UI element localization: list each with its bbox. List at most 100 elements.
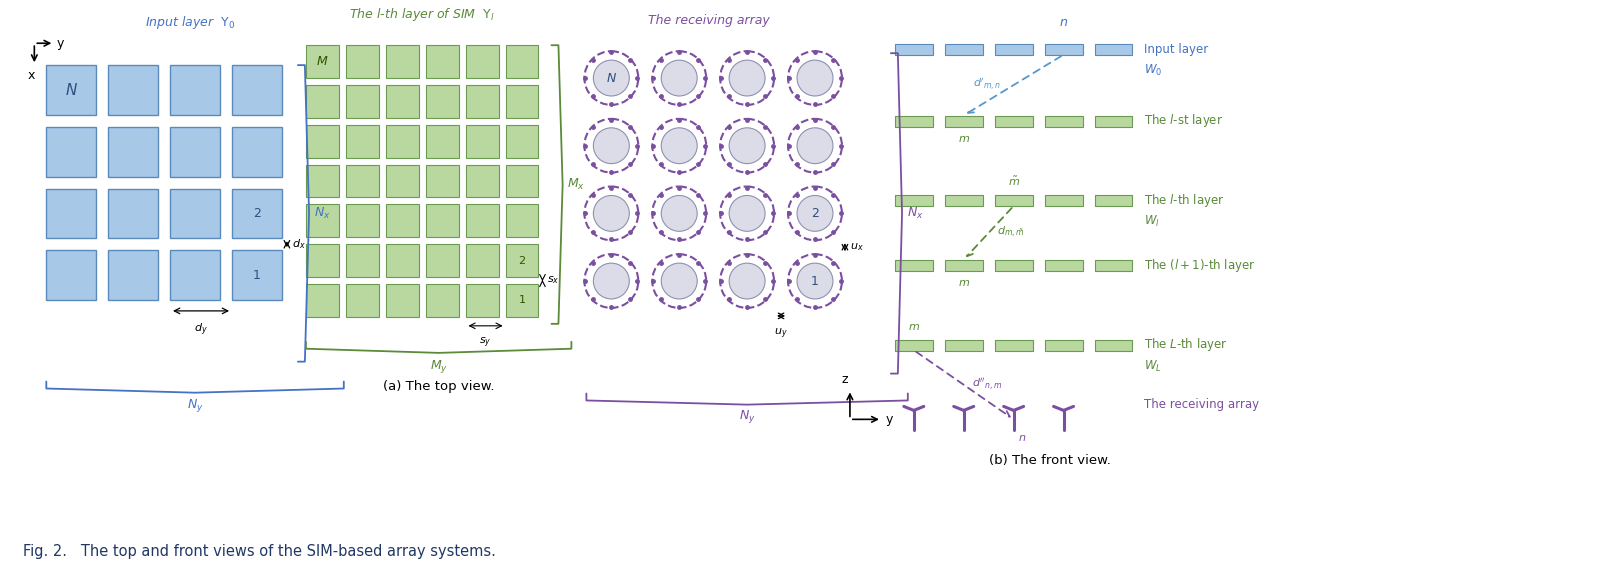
FancyBboxPatch shape bbox=[346, 164, 378, 197]
FancyBboxPatch shape bbox=[170, 65, 220, 115]
FancyBboxPatch shape bbox=[506, 244, 538, 277]
FancyBboxPatch shape bbox=[233, 127, 281, 176]
Text: Fig. 2.   The top and front views of the SIM-based array systems.: Fig. 2. The top and front views of the S… bbox=[23, 544, 496, 559]
FancyBboxPatch shape bbox=[895, 116, 932, 127]
FancyBboxPatch shape bbox=[945, 196, 983, 207]
Text: The receiving array: The receiving array bbox=[1144, 398, 1259, 411]
Text: $W_0$: $W_0$ bbox=[1144, 63, 1162, 79]
FancyBboxPatch shape bbox=[305, 204, 339, 237]
FancyBboxPatch shape bbox=[465, 204, 498, 237]
FancyBboxPatch shape bbox=[1094, 340, 1133, 351]
FancyBboxPatch shape bbox=[506, 204, 538, 237]
Circle shape bbox=[661, 60, 696, 96]
FancyBboxPatch shape bbox=[386, 284, 419, 317]
Text: The $l$-th layer of SIM  $\Upsilon_l$: The $l$-th layer of SIM $\Upsilon_l$ bbox=[349, 6, 494, 23]
Text: $N_y$: $N_y$ bbox=[187, 398, 204, 414]
FancyBboxPatch shape bbox=[1044, 116, 1083, 127]
FancyBboxPatch shape bbox=[1094, 196, 1133, 207]
FancyBboxPatch shape bbox=[305, 244, 339, 277]
Text: $N$: $N$ bbox=[606, 72, 617, 85]
FancyBboxPatch shape bbox=[386, 125, 419, 158]
Circle shape bbox=[593, 263, 629, 299]
Text: $N$: $N$ bbox=[65, 82, 78, 98]
FancyBboxPatch shape bbox=[506, 164, 538, 197]
FancyBboxPatch shape bbox=[47, 188, 97, 238]
Circle shape bbox=[661, 196, 696, 231]
Text: z: z bbox=[842, 373, 848, 386]
FancyBboxPatch shape bbox=[425, 45, 459, 78]
FancyBboxPatch shape bbox=[1044, 340, 1083, 351]
Text: $m$: $m$ bbox=[908, 322, 920, 332]
FancyBboxPatch shape bbox=[233, 65, 281, 115]
Text: $d''_{n,m}$: $d''_{n,m}$ bbox=[971, 377, 1002, 393]
Text: $M_y$: $M_y$ bbox=[430, 358, 448, 374]
Circle shape bbox=[661, 263, 696, 299]
FancyBboxPatch shape bbox=[346, 204, 378, 237]
Text: The $(l+1)$-th layer: The $(l+1)$-th layer bbox=[1144, 257, 1256, 274]
FancyBboxPatch shape bbox=[346, 125, 378, 158]
Text: (a) The top view.: (a) The top view. bbox=[383, 380, 494, 393]
FancyBboxPatch shape bbox=[465, 85, 498, 118]
FancyBboxPatch shape bbox=[233, 250, 281, 300]
Text: The $L$-th layer: The $L$-th layer bbox=[1144, 336, 1228, 353]
Text: Input layer  $\Upsilon_0$: Input layer $\Upsilon_0$ bbox=[145, 14, 236, 31]
Text: $W_L$: $W_L$ bbox=[1144, 358, 1162, 374]
FancyBboxPatch shape bbox=[895, 44, 932, 55]
FancyBboxPatch shape bbox=[465, 125, 498, 158]
Text: $d_{m,\tilde{m}}$: $d_{m,\tilde{m}}$ bbox=[997, 225, 1025, 240]
FancyBboxPatch shape bbox=[305, 125, 339, 158]
FancyBboxPatch shape bbox=[346, 45, 378, 78]
FancyBboxPatch shape bbox=[425, 85, 459, 118]
Text: 2: 2 bbox=[254, 207, 260, 220]
FancyBboxPatch shape bbox=[425, 204, 459, 237]
Text: y: y bbox=[57, 37, 63, 50]
FancyBboxPatch shape bbox=[1044, 44, 1083, 55]
Text: 1: 1 bbox=[254, 269, 260, 282]
FancyBboxPatch shape bbox=[895, 340, 932, 351]
Text: $N_x$: $N_x$ bbox=[907, 206, 923, 221]
FancyBboxPatch shape bbox=[305, 45, 339, 78]
Circle shape bbox=[797, 263, 832, 299]
Text: $W_l$: $W_l$ bbox=[1144, 215, 1160, 229]
FancyBboxPatch shape bbox=[386, 164, 419, 197]
Circle shape bbox=[593, 196, 629, 231]
Text: $u_x$: $u_x$ bbox=[850, 241, 863, 253]
FancyBboxPatch shape bbox=[1044, 196, 1083, 207]
FancyBboxPatch shape bbox=[945, 260, 983, 271]
FancyBboxPatch shape bbox=[108, 65, 158, 115]
FancyBboxPatch shape bbox=[170, 127, 220, 176]
FancyBboxPatch shape bbox=[170, 250, 220, 300]
FancyBboxPatch shape bbox=[895, 260, 932, 271]
FancyBboxPatch shape bbox=[108, 188, 158, 238]
Text: $n$: $n$ bbox=[1018, 433, 1026, 443]
Text: 1: 1 bbox=[811, 275, 819, 287]
Text: The $l$-st layer: The $l$-st layer bbox=[1144, 112, 1223, 129]
Text: Input layer: Input layer bbox=[1144, 43, 1209, 56]
Text: 2: 2 bbox=[519, 255, 525, 266]
Text: x: x bbox=[27, 69, 36, 82]
FancyBboxPatch shape bbox=[346, 284, 378, 317]
FancyBboxPatch shape bbox=[995, 340, 1033, 351]
FancyBboxPatch shape bbox=[108, 127, 158, 176]
FancyBboxPatch shape bbox=[895, 196, 932, 207]
Circle shape bbox=[797, 128, 832, 164]
FancyBboxPatch shape bbox=[170, 188, 220, 238]
Text: $N_y$: $N_y$ bbox=[739, 409, 755, 426]
FancyBboxPatch shape bbox=[386, 45, 419, 78]
Text: The receiving array: The receiving array bbox=[648, 14, 771, 27]
FancyBboxPatch shape bbox=[425, 125, 459, 158]
Text: $u_y$: $u_y$ bbox=[774, 327, 789, 341]
FancyBboxPatch shape bbox=[425, 284, 459, 317]
Text: $M$: $M$ bbox=[317, 55, 328, 68]
Text: y: y bbox=[886, 413, 894, 426]
FancyBboxPatch shape bbox=[305, 85, 339, 118]
Text: (b) The front view.: (b) The front view. bbox=[989, 454, 1110, 467]
Text: $s_y$: $s_y$ bbox=[480, 336, 491, 350]
FancyBboxPatch shape bbox=[47, 65, 97, 115]
Text: 2: 2 bbox=[811, 207, 819, 220]
FancyBboxPatch shape bbox=[506, 284, 538, 317]
FancyBboxPatch shape bbox=[506, 85, 538, 118]
Text: $m$: $m$ bbox=[958, 134, 970, 144]
FancyBboxPatch shape bbox=[1044, 260, 1083, 271]
FancyBboxPatch shape bbox=[995, 44, 1033, 55]
